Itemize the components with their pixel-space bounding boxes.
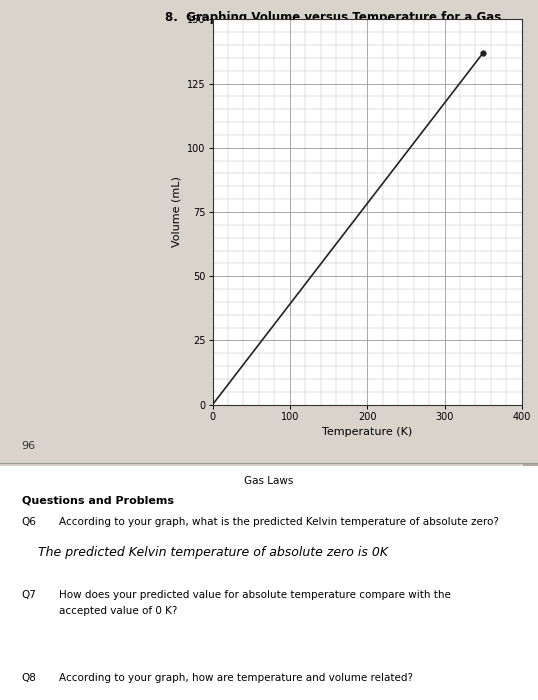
FancyBboxPatch shape xyxy=(0,466,538,700)
Text: Gas Laws: Gas Laws xyxy=(244,476,294,486)
Text: accepted value of 0 K?: accepted value of 0 K? xyxy=(59,606,178,616)
Text: How does your predicted value for absolute temperature compare with the: How does your predicted value for absolu… xyxy=(59,589,451,599)
Text: Q6: Q6 xyxy=(22,517,37,526)
Text: Q7: Q7 xyxy=(22,589,37,599)
Polygon shape xyxy=(522,463,538,479)
Text: 96: 96 xyxy=(22,441,36,452)
Text: Q8: Q8 xyxy=(22,673,37,683)
Text: The predicted Kelvin temperature of absolute zero is 0K: The predicted Kelvin temperature of abso… xyxy=(38,547,388,559)
Text: 8.  Graphing Volume versus Temperature for a Gas: 8. Graphing Volume versus Temperature fo… xyxy=(166,10,501,24)
Text: Questions and Problems: Questions and Problems xyxy=(22,495,174,505)
Text: According to your graph, how are temperature and volume related?: According to your graph, how are tempera… xyxy=(59,673,413,683)
Text: According to your graph, what is the predicted Kelvin temperature of absolute ze: According to your graph, what is the pre… xyxy=(59,517,499,526)
